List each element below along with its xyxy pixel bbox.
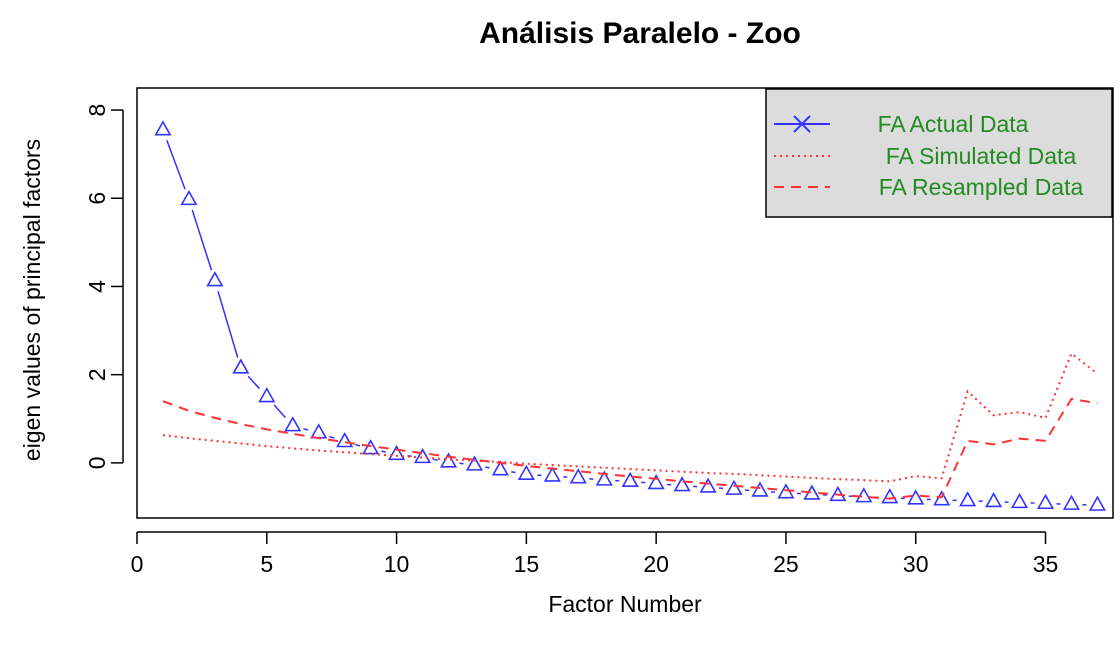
series-line xyxy=(162,397,1098,500)
series-segment xyxy=(191,209,213,271)
series-segment xyxy=(303,427,309,431)
data-point xyxy=(647,473,665,490)
series-2 xyxy=(162,397,1098,500)
series-segment xyxy=(217,291,239,358)
data-point xyxy=(881,488,899,504)
data-point xyxy=(284,416,302,432)
x-tick-label: 35 xyxy=(1033,551,1059,577)
x-axis: 0 5 10 15 20 25 30 35 xyxy=(131,531,1059,577)
data-point xyxy=(388,444,406,461)
series-line xyxy=(162,351,1099,483)
x-axis-title: Factor Number xyxy=(548,591,702,617)
data-point xyxy=(206,271,224,287)
series-segment xyxy=(273,404,286,419)
x-tick-label: 0 xyxy=(131,551,144,577)
data-point xyxy=(1036,493,1055,510)
data-point xyxy=(491,460,509,476)
data-point xyxy=(673,476,691,492)
x-tick-label: 20 xyxy=(643,551,669,577)
data-point xyxy=(933,490,951,506)
data-point xyxy=(180,189,198,206)
y-tick-label: 2 xyxy=(84,368,110,381)
series-segment xyxy=(247,375,260,390)
x-tick-label: 10 xyxy=(384,551,410,577)
series-segment xyxy=(355,443,361,447)
data-point xyxy=(725,479,743,495)
legend-marker-actual xyxy=(793,115,811,133)
data-point xyxy=(1062,494,1081,510)
x-tick-label: 30 xyxy=(903,551,929,577)
data-point xyxy=(465,455,484,471)
x-tick-label: 5 xyxy=(260,551,273,577)
x-tick-label: 25 xyxy=(773,551,799,577)
data-point xyxy=(985,492,1003,508)
data-point xyxy=(621,471,639,487)
series-1 xyxy=(162,351,1099,483)
data-point xyxy=(751,481,769,497)
y-axis-title: eigen values of principal factors xyxy=(19,139,45,461)
legend-label-simulated: FA Simulated Data xyxy=(886,143,1077,169)
data-point xyxy=(855,487,873,503)
data-point xyxy=(959,491,977,507)
legend-label-actual: FA Actual Data xyxy=(878,111,1029,137)
data-point xyxy=(569,468,587,484)
series-segment xyxy=(433,458,438,461)
series-segment xyxy=(328,435,335,439)
legend-label-resampled: FA Resampled Data xyxy=(879,174,1084,200)
y-tick-label: 4 xyxy=(84,280,110,293)
data-point xyxy=(517,464,535,480)
data-point xyxy=(258,387,276,403)
data-point xyxy=(1088,495,1106,511)
y-tick-label: 6 xyxy=(84,192,110,205)
y-tick-label: 0 xyxy=(84,456,110,469)
data-point xyxy=(310,423,328,439)
series-segment xyxy=(381,450,386,453)
series-layer xyxy=(154,120,1106,511)
data-point xyxy=(829,485,847,502)
y-axis: 0 2 4 6 8 xyxy=(84,104,124,469)
y-tick-label: 8 xyxy=(84,104,110,117)
legend-box xyxy=(765,88,1113,218)
data-point xyxy=(413,447,432,464)
series-segment xyxy=(511,471,516,474)
series-segment xyxy=(485,466,490,469)
data-point xyxy=(439,452,458,468)
series-segment xyxy=(166,139,186,190)
data-point xyxy=(232,358,250,374)
chart-title: Análisis Paralelo - Zoo xyxy=(479,17,801,50)
data-point xyxy=(336,432,354,448)
data-point xyxy=(699,477,717,493)
data-point xyxy=(362,439,380,455)
legend: FA Actual Data FA Simulated Data FA Resa… xyxy=(765,88,1113,218)
data-point xyxy=(543,466,561,482)
plot-frame xyxy=(136,87,1114,519)
data-point xyxy=(1010,492,1029,509)
data-point xyxy=(595,470,613,486)
data-point xyxy=(154,120,172,136)
data-point xyxy=(907,489,925,505)
x-tick-label: 15 xyxy=(514,551,540,577)
